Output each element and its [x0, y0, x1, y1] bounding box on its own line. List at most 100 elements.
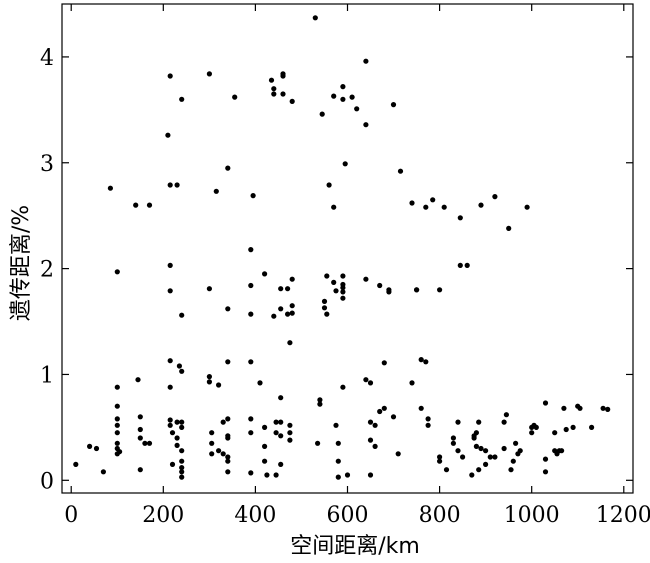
data-point: [114, 422, 120, 428]
data-point: [167, 417, 173, 423]
data-point: [225, 306, 231, 312]
data-point: [268, 77, 275, 83]
data-point: [589, 424, 595, 430]
data-point: [501, 419, 507, 425]
data-point: [262, 271, 268, 277]
data-point: [262, 458, 268, 464]
data-point: [529, 430, 535, 436]
data-point: [367, 437, 374, 443]
data-point: [287, 340, 293, 346]
data-point: [559, 448, 565, 454]
data-point: [335, 458, 341, 464]
data-point: [471, 435, 477, 441]
data-point: [478, 445, 484, 452]
data-point: [278, 461, 284, 467]
data-point: [225, 165, 231, 171]
data-point: [542, 400, 549, 406]
plot-frame: [61, 3, 634, 494]
data-point: [206, 286, 212, 292]
data-point: [340, 384, 346, 390]
data-point: [342, 161, 348, 167]
data-point: [315, 440, 321, 446]
data-point: [312, 15, 318, 21]
y-tick-label: 0: [40, 469, 54, 494]
y-tick-label: 4: [40, 46, 54, 71]
data-point: [324, 311, 330, 317]
data-point: [135, 377, 141, 383]
data-point: [216, 448, 222, 454]
data-point: [501, 445, 507, 452]
data-point: [418, 405, 424, 411]
data-point: [179, 96, 185, 102]
data-point: [87, 443, 93, 449]
data-point: [423, 204, 429, 210]
data-point: [289, 98, 295, 104]
data-point: [225, 416, 231, 422]
data-point: [381, 405, 387, 411]
data-point: [280, 73, 286, 79]
data-point: [273, 472, 279, 478]
data-point: [167, 384, 173, 390]
data-point: [367, 380, 374, 386]
data-point: [457, 215, 463, 221]
data-point: [285, 311, 291, 317]
data-point: [340, 285, 346, 291]
data-point: [248, 470, 254, 476]
data-point: [100, 469, 106, 475]
data-point: [335, 474, 341, 480]
data-point: [414, 287, 420, 293]
data-point: [174, 182, 180, 188]
data-point: [278, 306, 284, 312]
data-point: [363, 276, 369, 282]
x-tick-label: 400: [234, 503, 276, 528]
data-point: [137, 414, 143, 420]
axis-ticks: [62, 4, 633, 493]
data-point: [114, 430, 120, 436]
data-point: [137, 467, 143, 473]
data-point: [455, 448, 461, 454]
data-point: [570, 424, 576, 430]
data-point: [503, 412, 509, 418]
data-point: [271, 86, 277, 92]
data-point: [289, 276, 295, 282]
data-point: [600, 405, 606, 411]
data-point: [142, 440, 148, 446]
data-point: [425, 422, 431, 428]
data-point: [331, 204, 337, 210]
data-point: [390, 414, 397, 420]
data-point: [457, 262, 463, 268]
data-point: [319, 111, 325, 117]
data-point: [437, 454, 443, 460]
data-point: [271, 91, 277, 97]
data-point: [250, 193, 256, 199]
data-point: [264, 472, 270, 478]
data-point: [409, 380, 415, 386]
data-point: [331, 93, 337, 99]
data-point: [146, 202, 153, 208]
data-point: [167, 262, 173, 268]
data-point: [248, 311, 254, 317]
data-point: [278, 286, 284, 292]
data-point: [114, 384, 120, 390]
data-point: [114, 403, 120, 409]
data-point: [524, 204, 530, 210]
data-point: [510, 458, 516, 464]
data-point: [278, 419, 284, 425]
data-point: [335, 440, 341, 446]
data-point: [390, 102, 397, 108]
data-point: [508, 467, 514, 473]
data-points: [73, 15, 611, 480]
data-point: [220, 419, 226, 425]
data-point: [340, 96, 346, 102]
data-point: [381, 360, 387, 366]
data-point: [386, 289, 392, 295]
data-point: [430, 197, 436, 203]
data-point: [209, 440, 215, 446]
data-point: [492, 194, 498, 200]
data-point: [273, 430, 279, 436]
y-tick-label: 3: [40, 152, 54, 177]
data-point: [455, 419, 461, 425]
data-point: [377, 408, 383, 415]
data-point: [542, 456, 549, 462]
data-point: [443, 467, 450, 473]
